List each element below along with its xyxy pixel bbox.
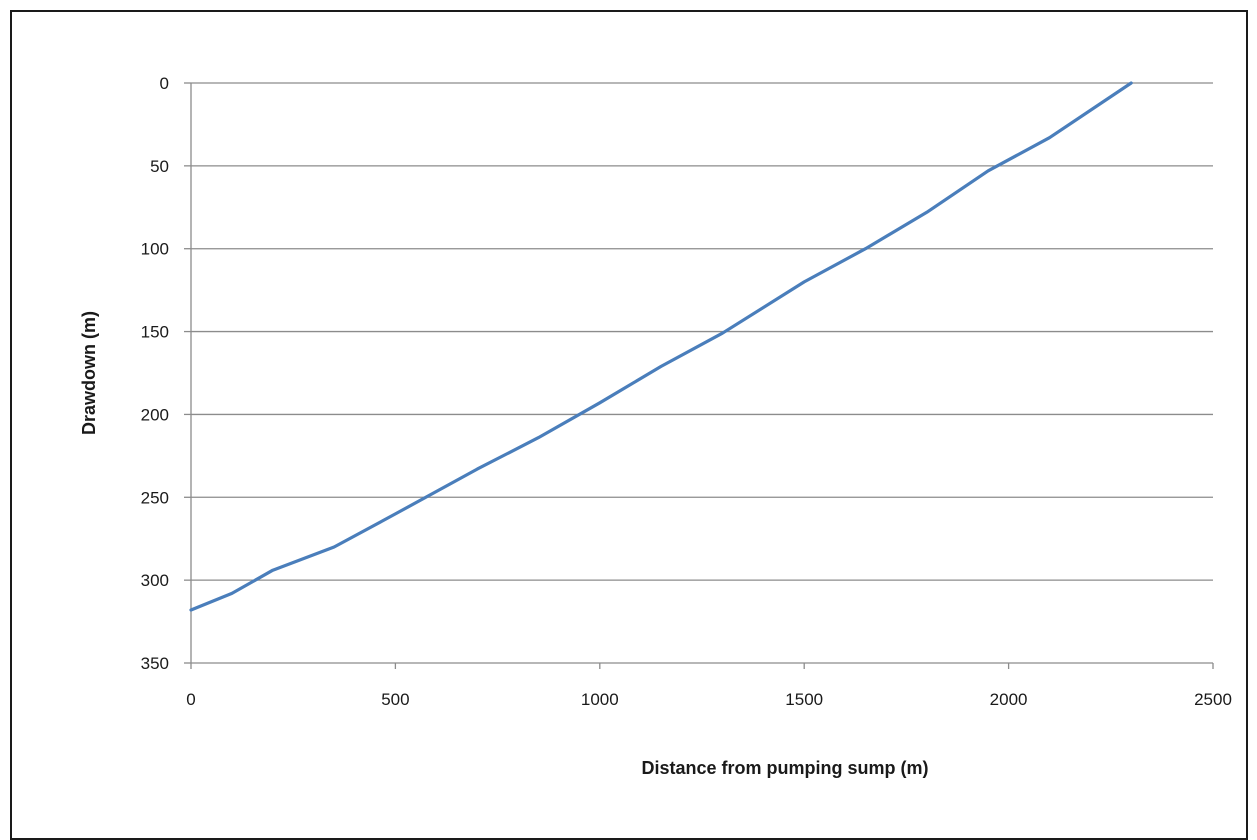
y-axis-label: Drawdown (m) [79, 311, 99, 435]
x-tick-label-2500: 2500 [1194, 690, 1232, 709]
x-tick-label-1500: 1500 [785, 690, 823, 709]
drawdown-chart: 0 500 1000 1500 2000 2500 0 50 100 150 200 250 300 3… [79, 74, 1232, 778]
y-tick-label-200: 200 [141, 405, 169, 424]
y-tick-label-100: 100 [141, 240, 169, 259]
y-tick-label-350: 350 [141, 654, 169, 673]
y-tick-label-150: 150 [141, 323, 169, 342]
series-line-0 [189, 81, 1133, 612]
axes [184, 82, 1214, 669]
x-tick-label-2000: 2000 [990, 690, 1028, 709]
x-tick-labels: 0 500 1000 1500 2000 2500 [186, 690, 1232, 709]
x-tick-label-500: 500 [381, 690, 409, 709]
y-tick-label-50: 50 [150, 157, 169, 176]
x-axis-label: Distance from pumping sump (m) [641, 758, 928, 778]
x-tick-label-1000: 1000 [581, 690, 619, 709]
y-tick-labels: 0 50 100 150 200 250 300 350 [141, 74, 169, 673]
y-tick-label-300: 300 [141, 571, 169, 590]
y-tick-label-250: 250 [141, 488, 169, 507]
series-lines [189, 81, 1133, 612]
x-tick-label-0: 0 [186, 690, 195, 709]
chart-frame [10, 10, 1248, 840]
y-tick-label-0: 0 [160, 74, 169, 93]
gridlines [191, 82, 1213, 581]
